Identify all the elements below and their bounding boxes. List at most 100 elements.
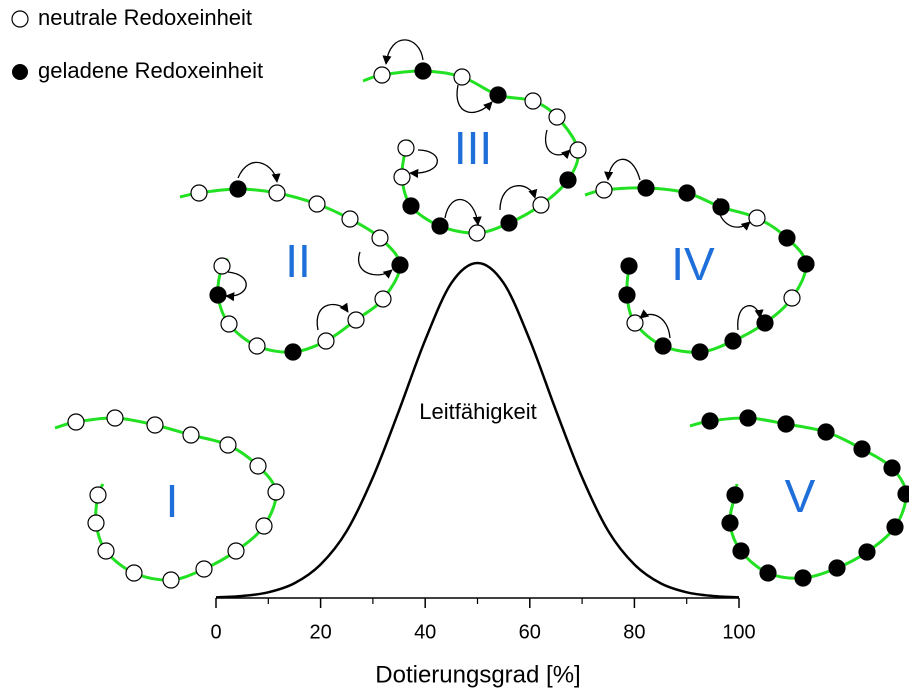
redox-unit <box>549 109 565 125</box>
redox-unit <box>163 572 179 588</box>
redox-unit <box>533 197 549 213</box>
redox-unit <box>760 565 776 581</box>
redox-unit <box>784 290 800 306</box>
redox-unit <box>68 414 84 430</box>
redox-unit <box>374 67 390 83</box>
redox-unit <box>798 256 814 272</box>
curve-annotation: Leitfähigkeit <box>419 399 536 424</box>
x-tick-label: 20 <box>309 621 331 643</box>
redox-unit <box>501 215 517 231</box>
stage-label: I <box>166 475 179 527</box>
redox-unit <box>210 287 226 303</box>
redox-unit <box>490 87 506 103</box>
legend-label: geladene Redoxeinheit <box>38 58 263 83</box>
redox-unit <box>309 196 325 212</box>
x-tick-label: 40 <box>414 621 436 643</box>
redox-unit <box>525 93 541 109</box>
redox-unit <box>619 287 635 303</box>
stage-label: III <box>454 122 492 174</box>
redox-unit <box>733 543 749 559</box>
redox-unit <box>727 487 743 503</box>
x-axis-title: Dotierungsgrad [%] <box>375 661 580 688</box>
redox-unit <box>713 199 729 215</box>
redox-unit <box>230 181 246 197</box>
conductivity-curve <box>216 263 739 597</box>
redox-unit <box>638 180 654 196</box>
legend-open-marker <box>12 11 28 27</box>
redox-unit <box>249 338 265 354</box>
transfer-arrow <box>500 186 535 210</box>
redox-unit <box>725 333 741 349</box>
redox-unit <box>432 218 448 234</box>
transfer-arrow <box>238 162 277 182</box>
redox-unit <box>269 185 285 201</box>
redox-unit <box>887 519 903 535</box>
redox-unit <box>107 410 123 426</box>
redox-unit <box>256 518 272 534</box>
redox-unit <box>818 424 834 440</box>
transfer-arrow <box>226 272 246 296</box>
redox-unit <box>749 210 765 226</box>
redox-unit <box>778 416 794 432</box>
redox-unit <box>570 142 586 158</box>
redox-unit <box>779 230 795 246</box>
redox-unit <box>392 257 408 273</box>
redox-unit <box>394 169 410 185</box>
redox-unit <box>702 413 718 429</box>
redox-unit <box>795 570 811 586</box>
transfer-arrow <box>445 200 478 225</box>
redox-unit <box>884 460 900 476</box>
transfer-arrow <box>546 130 570 155</box>
redox-unit <box>692 344 708 360</box>
transfer-arrow <box>608 159 640 180</box>
transfer-arrow <box>410 150 437 173</box>
redox-unit <box>454 69 470 85</box>
redox-unit <box>221 316 237 332</box>
redox-unit <box>318 333 334 349</box>
redox-unit <box>398 140 414 156</box>
redox-unit <box>196 561 212 577</box>
redox-unit <box>415 63 431 79</box>
redox-unit <box>679 185 695 201</box>
redox-unit <box>621 258 637 274</box>
redox-unit <box>90 487 106 503</box>
redox-unit <box>268 484 284 500</box>
redox-unit <box>228 543 244 559</box>
redox-unit <box>829 560 845 576</box>
legend-label: neutrale Redoxeinheit <box>38 5 252 30</box>
redox-unit <box>375 291 391 307</box>
transfer-arrow <box>317 305 348 330</box>
redox-unit <box>220 437 236 453</box>
redox-unit <box>740 410 756 426</box>
x-tick-label: 60 <box>519 621 541 643</box>
redox-unit <box>655 338 671 354</box>
redox-unit <box>285 344 301 360</box>
redox-unit <box>342 211 358 227</box>
redox-unit <box>859 544 875 560</box>
redox-unit <box>898 486 909 502</box>
transfer-arrow <box>738 306 760 330</box>
redox-unit <box>126 565 142 581</box>
stage-label: V <box>785 470 816 522</box>
redox-unit <box>348 312 364 328</box>
x-tick-label: 0 <box>210 621 221 643</box>
x-tick-label: 80 <box>623 621 645 643</box>
redox-unit <box>854 441 870 457</box>
transfer-arrow <box>386 40 423 64</box>
redox-unit <box>596 182 612 198</box>
x-tick-label: 100 <box>722 621 755 643</box>
diagram: neutrale Redoxeinheit geladene Redoxeinh… <box>0 0 909 691</box>
redox-unit <box>250 458 266 474</box>
redox-unit <box>403 198 419 214</box>
redox-unit <box>372 230 388 246</box>
redox-unit <box>722 515 738 531</box>
redox-unit <box>560 172 576 188</box>
stage-label: IV <box>671 238 715 290</box>
redox-unit <box>214 258 230 274</box>
redox-unit <box>147 417 163 433</box>
legend-filled-marker <box>12 64 28 80</box>
redox-unit <box>469 225 485 241</box>
redox-unit <box>191 185 207 201</box>
stage-label: II <box>285 235 311 287</box>
redox-unit <box>88 515 104 531</box>
